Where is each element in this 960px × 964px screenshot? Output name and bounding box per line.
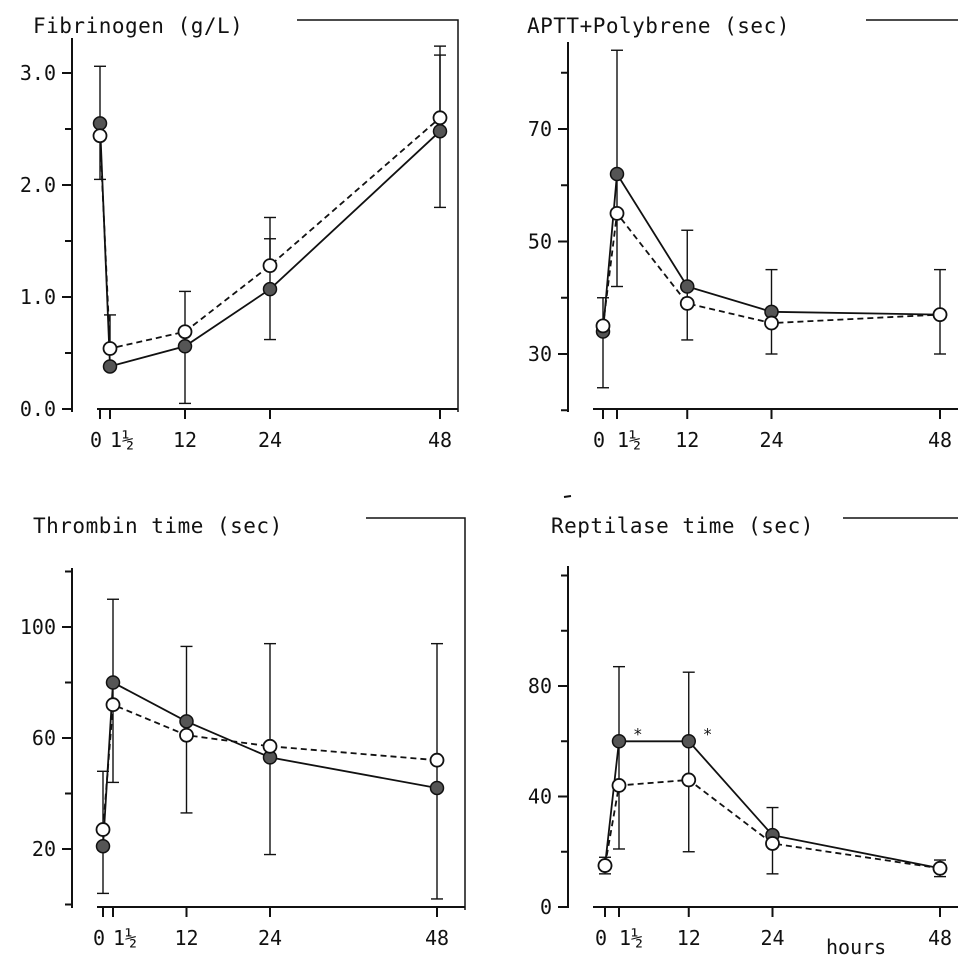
data-point-open bbox=[681, 772, 697, 788]
y-tick-label: 3.0 bbox=[20, 61, 56, 85]
x-tick-label: 24 bbox=[759, 428, 783, 452]
panel-aptt: APTT+Polybrene (sec) 30 50 70 0 1½ 12 24 48 bbox=[527, 14, 958, 452]
data-point-filled bbox=[429, 780, 445, 796]
panel-reptilase: Reptilase time (sec) hours 0 40 80 0 1½ 12 24… bbox=[528, 495, 958, 959]
x-tick-label: 48 bbox=[425, 926, 449, 950]
x-tick-label: 12 bbox=[173, 428, 197, 452]
series-line-dashed bbox=[602, 211, 941, 327]
data-point-open bbox=[95, 822, 111, 837]
y-tick-label: 70 bbox=[528, 117, 552, 141]
data-point-open bbox=[611, 778, 627, 793]
y-tick-label: 100 bbox=[20, 615, 56, 639]
y-tick-label: 30 bbox=[528, 342, 552, 366]
data-point-filled bbox=[105, 675, 121, 690]
data-point-open bbox=[597, 858, 613, 873]
data-point-open bbox=[595, 318, 611, 334]
panel-title: APTT+Polybrene (sec) bbox=[527, 14, 790, 38]
x-tick-label: 0 bbox=[93, 926, 105, 950]
data-point-filled bbox=[177, 339, 193, 354]
x-tick-label: 0 bbox=[593, 428, 605, 452]
x-tick-label: 24 bbox=[258, 926, 282, 950]
x-tick-label: 12 bbox=[675, 428, 699, 452]
data-point-open bbox=[262, 258, 278, 274]
x-tick-label: 24 bbox=[258, 428, 282, 452]
y-tick-label: 20 bbox=[32, 837, 56, 861]
y-tick-label: 2.0 bbox=[20, 173, 56, 197]
data-point-filled bbox=[611, 734, 627, 749]
panel-thrombin: Thrombin time (sec) 20 60 100 0 1½ 12 24 48 bbox=[20, 514, 466, 950]
x-axis-label: hours bbox=[826, 935, 886, 959]
significance-asterisk: * bbox=[703, 724, 713, 743]
series-line-dashed bbox=[99, 117, 441, 350]
data-point-open bbox=[262, 738, 278, 754]
data-point-filled bbox=[102, 359, 118, 374]
data-point-filled bbox=[432, 123, 448, 139]
y-tick-label: 1.0 bbox=[20, 285, 56, 309]
panel-frame bbox=[366, 517, 466, 910]
y-tick-label: 40 bbox=[528, 785, 552, 809]
x-tick-label: 48 bbox=[928, 926, 952, 950]
x-tick-label: 12 bbox=[174, 926, 198, 950]
data-point-filled bbox=[681, 734, 696, 749]
stray-mark bbox=[563, 495, 572, 498]
data-point-open bbox=[932, 860, 948, 876]
panel-title: Fibrinogen (g/L) bbox=[33, 14, 243, 38]
data-point-filled bbox=[95, 838, 111, 854]
x-tick-label: 48 bbox=[428, 428, 452, 452]
data-point-filled bbox=[680, 279, 695, 294]
data-point-open bbox=[429, 752, 445, 768]
x-tick-label: 1½ bbox=[617, 428, 641, 452]
data-point-open bbox=[764, 315, 779, 331]
data-point-open bbox=[92, 128, 108, 144]
y-tick-label: 50 bbox=[528, 230, 552, 254]
data-point-open bbox=[179, 727, 194, 743]
data-point-open bbox=[932, 307, 948, 323]
data-point-filled bbox=[92, 116, 108, 131]
x-tick-label: 48 bbox=[928, 428, 952, 452]
data-point-filled bbox=[262, 281, 278, 297]
y-tick-label: 80 bbox=[528, 674, 552, 698]
x-tick-label: 1½ bbox=[113, 926, 137, 950]
data-point-open bbox=[177, 324, 193, 340]
significance-asterisk: * bbox=[633, 724, 643, 743]
data-point-filled bbox=[609, 166, 625, 182]
data-point-open bbox=[679, 295, 695, 311]
data-point-open bbox=[105, 697, 121, 713]
x-tick-label: 0 bbox=[90, 428, 102, 452]
x-tick-label: 1½ bbox=[619, 926, 643, 950]
data-point-filled bbox=[179, 714, 194, 729]
data-point-open bbox=[432, 110, 448, 126]
data-point-open bbox=[765, 836, 780, 851]
panel-fibrinogen: Fibrinogen (g/L) 0.0 1.0 2.0 3.0 0 1½ 12 24 48 bbox=[20, 14, 459, 452]
data-point-open bbox=[102, 341, 118, 356]
data-point-open bbox=[609, 205, 625, 221]
x-tick-label: 1½ bbox=[110, 428, 134, 452]
x-tick-label: 0 bbox=[595, 926, 607, 950]
x-tick-label: 12 bbox=[677, 926, 701, 950]
panel-frame bbox=[297, 19, 459, 412]
y-tick-label: 60 bbox=[32, 726, 56, 750]
x-tick-label: 24 bbox=[760, 926, 784, 950]
panel-title: Thrombin time (sec) bbox=[33, 514, 283, 538]
y-tick-label: 0.0 bbox=[20, 397, 56, 421]
y-tick-label: 0 bbox=[540, 895, 552, 919]
panel-title: Reptilase time (sec) bbox=[551, 514, 814, 538]
